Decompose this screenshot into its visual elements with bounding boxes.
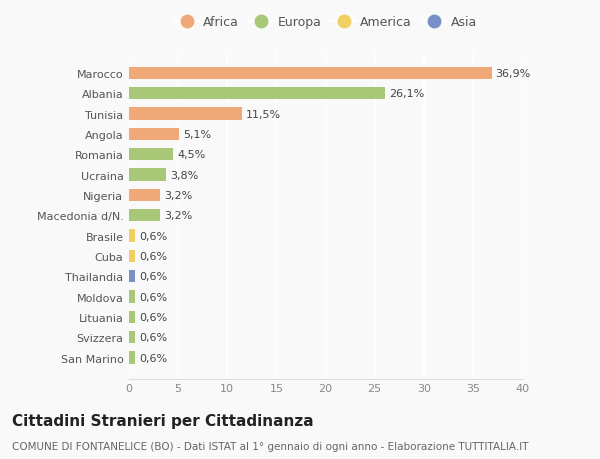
Bar [129,291,135,303]
Bar [129,108,242,120]
Text: 0,6%: 0,6% [139,292,167,302]
Text: 3,2%: 3,2% [164,190,193,201]
Bar [129,67,491,80]
Text: 0,6%: 0,6% [139,353,167,363]
Bar [129,250,135,263]
Text: 0,6%: 0,6% [139,272,167,281]
Bar [129,230,135,242]
Bar [129,270,135,283]
Text: 0,6%: 0,6% [139,332,167,342]
Text: 26,1%: 26,1% [389,89,425,99]
Bar [129,210,160,222]
Text: 0,6%: 0,6% [139,231,167,241]
Text: 0,6%: 0,6% [139,312,167,322]
Bar [129,352,135,364]
Bar [129,149,173,161]
Text: COMUNE DI FONTANELICE (BO) - Dati ISTAT al 1° gennaio di ogni anno - Elaborazion: COMUNE DI FONTANELICE (BO) - Dati ISTAT … [12,441,529,451]
Bar [129,129,179,140]
Bar [129,169,166,181]
Text: 36,9%: 36,9% [496,69,531,78]
Legend: Africa, Europa, America, Asia: Africa, Europa, America, Asia [172,13,479,31]
Bar [129,88,385,100]
Text: 0,6%: 0,6% [139,252,167,261]
Text: 4,5%: 4,5% [177,150,205,160]
Text: 3,8%: 3,8% [170,170,199,180]
Text: Cittadini Stranieri per Cittadinanza: Cittadini Stranieri per Cittadinanza [12,413,314,428]
Bar [129,190,160,202]
Bar [129,311,135,323]
Bar [129,331,135,344]
Text: 5,1%: 5,1% [183,129,211,140]
Text: 3,2%: 3,2% [164,211,193,221]
Text: 11,5%: 11,5% [246,109,281,119]
